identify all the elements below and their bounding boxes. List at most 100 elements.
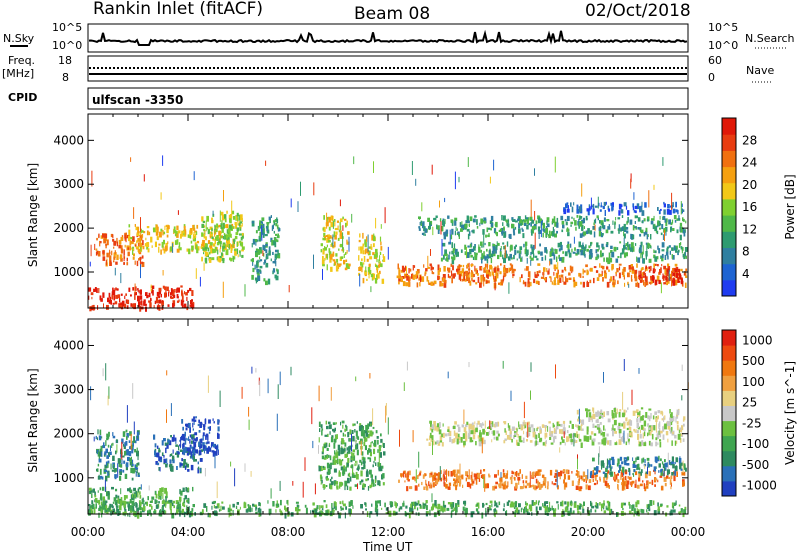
data-cell <box>508 267 511 273</box>
data-cell <box>173 505 175 509</box>
data-cell <box>100 445 103 452</box>
data-cell <box>99 468 102 475</box>
data-cell <box>672 208 676 214</box>
data-cell <box>365 438 368 442</box>
data-cell <box>675 457 678 463</box>
data-cell <box>327 239 331 243</box>
data-cell <box>526 224 529 230</box>
data-cell <box>618 429 622 434</box>
data-cell <box>517 250 519 254</box>
data-cell <box>537 281 540 285</box>
data-cell <box>648 508 651 512</box>
data-cell <box>430 438 432 442</box>
data-cell <box>491 439 493 443</box>
data-cell <box>358 464 360 470</box>
data-cell <box>557 504 559 510</box>
data-cell <box>491 250 495 255</box>
data-cell <box>666 246 670 249</box>
data-cell <box>475 504 477 507</box>
data-cell <box>662 434 665 440</box>
data-cell <box>274 219 278 223</box>
data-cell <box>214 224 216 228</box>
data-cell <box>502 242 505 245</box>
data-cell <box>600 429 602 433</box>
data-cell <box>189 434 191 438</box>
data-streak <box>162 270 164 276</box>
data-cell <box>571 206 574 213</box>
data-cell <box>586 208 590 212</box>
data-cell <box>429 472 433 476</box>
data-cell <box>512 219 515 222</box>
data-cell <box>617 256 620 259</box>
data-cell <box>663 209 666 215</box>
data-cell <box>150 512 152 517</box>
data-cell <box>326 442 328 448</box>
data-cell <box>569 507 572 514</box>
data-cell <box>538 433 540 438</box>
data-cell <box>103 453 106 457</box>
data-cell <box>356 468 359 471</box>
data-cell <box>226 210 228 214</box>
data-cell <box>141 261 143 268</box>
data-cell <box>490 215 494 221</box>
data-cell <box>378 264 380 267</box>
data-cell <box>682 512 685 518</box>
data-cell <box>640 268 643 271</box>
data-cell <box>672 228 675 231</box>
data-cell <box>642 258 644 264</box>
data-cell <box>114 474 117 479</box>
data-cell <box>157 227 159 233</box>
data-cell <box>570 439 573 443</box>
data-cell <box>471 480 475 484</box>
data-cell <box>645 412 648 418</box>
data-cell <box>133 436 136 442</box>
data-cell <box>503 440 506 444</box>
data-cell <box>601 460 604 466</box>
data-cell <box>592 478 594 482</box>
data-cell <box>485 502 488 506</box>
data-cell <box>464 278 467 282</box>
data-cell <box>100 509 103 513</box>
data-cell <box>176 504 178 509</box>
data-cell <box>678 504 681 507</box>
data-cell <box>355 471 358 477</box>
data-streak <box>199 276 201 287</box>
data-streak <box>311 407 313 425</box>
data-cell <box>456 232 459 235</box>
data-cell <box>648 440 651 446</box>
data-cell <box>627 476 629 479</box>
data-streak <box>557 262 559 270</box>
data-cell <box>89 506 91 512</box>
data-cell <box>93 507 96 513</box>
data-cell <box>252 238 256 245</box>
data-cell <box>509 503 512 508</box>
data-cell <box>197 461 199 465</box>
data-cell <box>683 471 686 476</box>
data-cell <box>139 306 142 312</box>
data-cell <box>668 267 670 272</box>
data-cell <box>597 253 599 259</box>
data-streak <box>261 225 263 241</box>
data-cell <box>165 242 168 246</box>
data-cell <box>527 281 531 288</box>
data-streak <box>353 156 355 165</box>
data-cell <box>464 509 467 515</box>
data-cell <box>674 470 676 476</box>
data-streak <box>468 362 470 368</box>
data-cell <box>341 441 344 445</box>
data-cell <box>372 276 375 280</box>
data-cell <box>131 500 135 506</box>
data-cell <box>342 500 344 505</box>
data-cell <box>200 444 203 449</box>
data-cell <box>276 269 279 275</box>
data-cell <box>533 253 535 258</box>
data-cell <box>435 473 438 476</box>
data-cell <box>630 274 633 281</box>
data-cell <box>467 475 470 480</box>
data-cell <box>258 235 262 242</box>
data-cell <box>510 479 513 485</box>
data-cell <box>180 285 183 288</box>
data-cell <box>193 438 196 441</box>
data-cell <box>682 227 685 234</box>
data-cell <box>657 220 659 226</box>
